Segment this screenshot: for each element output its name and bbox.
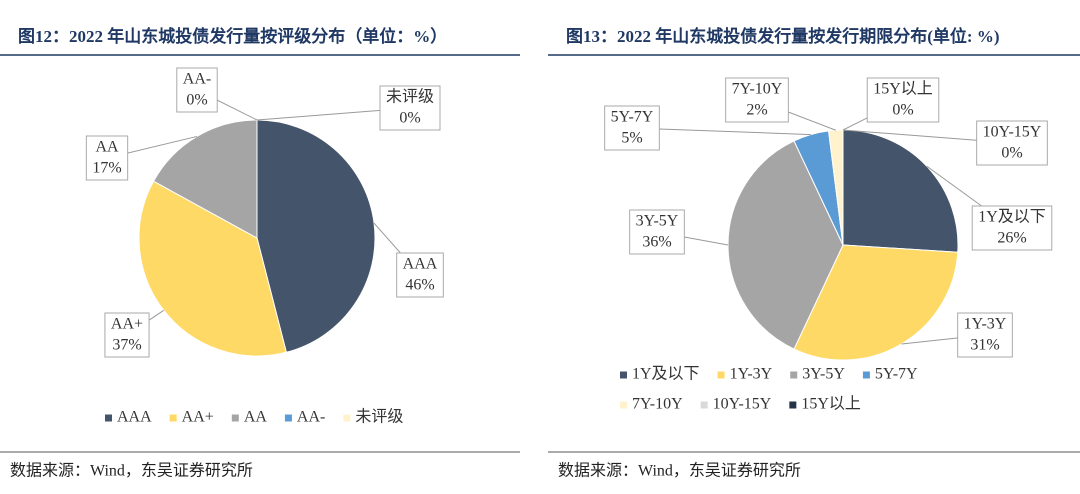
data-label-name: 5Y-7Y bbox=[611, 109, 654, 126]
legend-swatch bbox=[169, 414, 177, 422]
data-label-name: 7Y-10Y bbox=[732, 81, 783, 98]
data-label: 17% bbox=[92, 160, 121, 177]
data-label: 26% bbox=[997, 230, 1026, 247]
legend-label: 1Y及以下 bbox=[632, 366, 700, 383]
label-box bbox=[971, 205, 1053, 251]
legend-swatch bbox=[700, 401, 708, 409]
legend-swatch bbox=[789, 401, 797, 409]
data-label-name: AA bbox=[95, 139, 119, 156]
data-label: 0% bbox=[399, 110, 420, 127]
label-box bbox=[379, 85, 441, 131]
legend-label: 15Y以上 bbox=[801, 395, 861, 413]
data-label: 5% bbox=[621, 130, 642, 147]
data-label: 0% bbox=[1001, 145, 1022, 162]
legend-swatch bbox=[862, 371, 870, 379]
legend-label: 7Y-10Y bbox=[632, 396, 683, 413]
legend-label: AAA bbox=[117, 409, 152, 426]
label-box bbox=[104, 312, 150, 358]
label-box bbox=[629, 209, 685, 255]
leader-line bbox=[631, 127, 811, 136]
label-box bbox=[957, 312, 1013, 358]
data-label: 36% bbox=[642, 234, 671, 251]
label-box bbox=[866, 77, 940, 123]
label-box bbox=[604, 105, 660, 151]
pie-slice bbox=[152, 119, 258, 239]
data-label-name: 10Y-15Y bbox=[983, 124, 1042, 141]
label-box bbox=[725, 77, 789, 123]
legend-label: AA+ bbox=[182, 409, 214, 426]
legend-swatch bbox=[284, 414, 292, 422]
data-label-name: 未评级 bbox=[386, 88, 434, 106]
data-label: 0% bbox=[892, 102, 913, 119]
legend-label: AA bbox=[244, 409, 268, 426]
legend-label: 5Y-7Y bbox=[875, 366, 918, 383]
data-label-name: 15Y以上 bbox=[873, 80, 933, 98]
data-label-name: AA+ bbox=[111, 316, 143, 333]
source: 数据来源：Wind，东吴证券研究所 bbox=[558, 462, 801, 480]
legend-swatch bbox=[717, 371, 725, 379]
chart-title: 图12：2022 年山东城投债发行量按评级分布（单位：%） bbox=[18, 26, 447, 46]
source: 数据来源：Wind，东吴证券研究所 bbox=[10, 462, 253, 480]
data-label: 31% bbox=[970, 337, 999, 354]
legend-swatch bbox=[620, 371, 627, 379]
legend-swatch bbox=[620, 401, 627, 409]
legend-swatch bbox=[790, 371, 798, 379]
label-box bbox=[85, 135, 129, 181]
legend-swatch bbox=[105, 414, 112, 422]
data-label-name: AA- bbox=[183, 71, 211, 88]
data-label-name: 1Y-3Y bbox=[964, 316, 1007, 333]
legend-label: 3Y-5Y bbox=[802, 366, 845, 383]
data-label-name: 3Y-5Y bbox=[636, 213, 679, 230]
pie-slice bbox=[793, 244, 959, 361]
data-label: 37% bbox=[112, 337, 141, 354]
data-label-name: 1Y及以下 bbox=[978, 209, 1046, 226]
data-label: 0% bbox=[186, 92, 207, 109]
pie-slice bbox=[138, 180, 287, 357]
chart-title: 图13：2022 年山东城投债发行量按发行期限分布(单位: %) bbox=[566, 26, 999, 46]
legend-swatch bbox=[231, 414, 239, 422]
pie-slice bbox=[842, 129, 959, 253]
data-label-name: AAA bbox=[403, 256, 438, 273]
legend-swatch bbox=[343, 414, 351, 422]
legend-label: 未评级 bbox=[355, 408, 403, 426]
legend-label: 10Y-15Y bbox=[713, 396, 772, 413]
legend-label: AA- bbox=[297, 409, 325, 426]
legend-label: 1Y-3Y bbox=[730, 366, 773, 383]
label-box bbox=[176, 67, 218, 113]
data-label: 46% bbox=[405, 277, 434, 294]
data-label: 2% bbox=[746, 102, 767, 119]
label-box bbox=[396, 252, 444, 298]
label-box bbox=[976, 120, 1048, 166]
